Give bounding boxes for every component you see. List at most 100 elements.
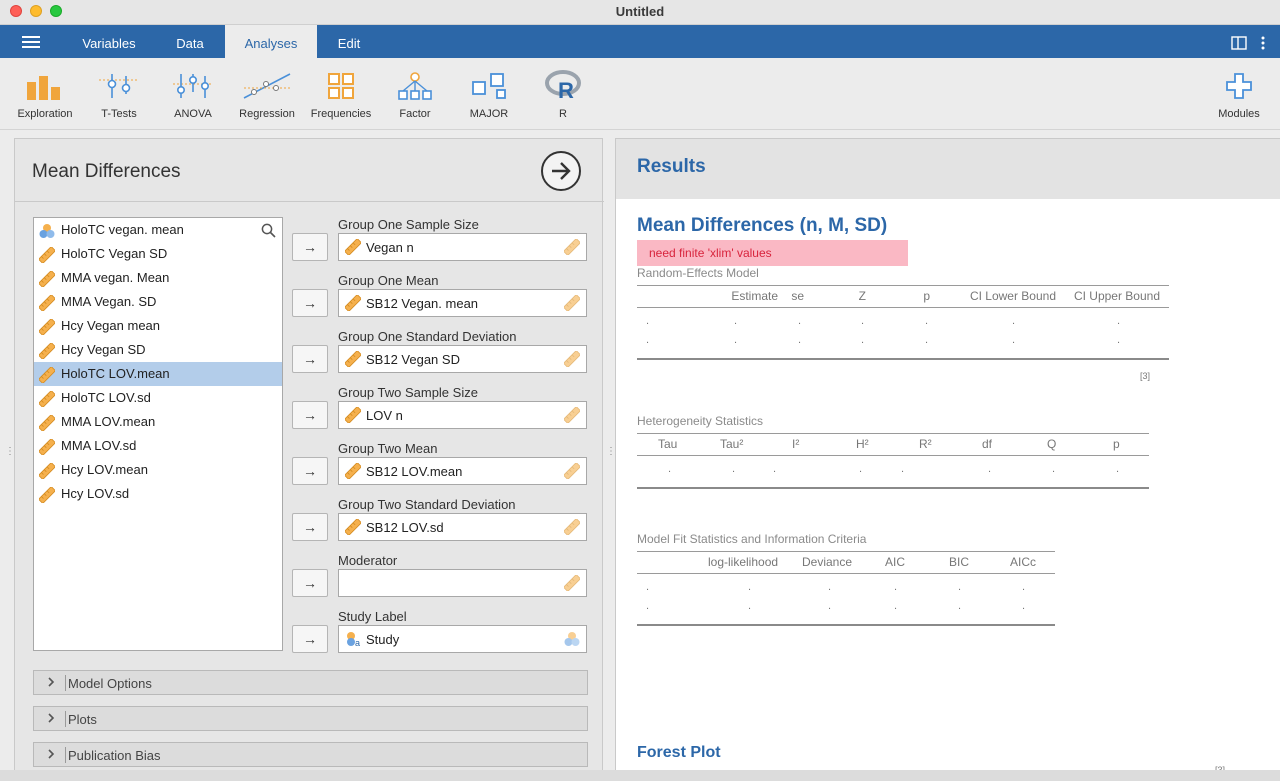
variable-slot[interactable] <box>338 569 587 597</box>
column-header: I² <box>792 437 800 451</box>
move-variable-arrow-button[interactable]: → <box>292 345 328 373</box>
ribbon-regression[interactable]: Regression <box>230 70 304 120</box>
move-variable-arrow-button[interactable]: → <box>292 401 328 429</box>
move-variable-arrow-button[interactable]: → <box>292 513 328 541</box>
permitted-type-icon <box>563 574 581 592</box>
table-cell: . <box>1117 334 1121 346</box>
go-to-results-button[interactable] <box>541 151 581 191</box>
table-cell: . <box>861 334 865 346</box>
variable-list-item[interactable]: MMA LOV.sd <box>34 434 282 458</box>
slot-label: Group One Standard Deviation <box>338 329 517 344</box>
table-title-random-effects: Random-Effects Model <box>637 266 759 280</box>
slot-label: Group Two Sample Size <box>338 385 478 400</box>
left-splitter-handle[interactable]: ⋮ <box>5 446 15 457</box>
ribbon-major[interactable]: MAJOR <box>452 70 526 120</box>
more-options-icon[interactable] <box>1261 36 1265 53</box>
hamburger-menu-icon[interactable] <box>22 36 40 49</box>
table-cell: . <box>773 463 777 475</box>
slot-value: SB12 Vegan SD <box>366 352 460 367</box>
slot-label: Moderator <box>338 553 398 568</box>
variable-name: Hcy Vegan SD <box>61 342 146 357</box>
variable-list[interactable]: HoloTC vegan. mean HoloTC Vegan SD MMA veg… <box>33 217 283 651</box>
column-header: Z <box>858 289 866 303</box>
column-header: Tau² <box>720 437 744 451</box>
column-header: AIC <box>885 555 906 569</box>
continuous-variable-icon <box>38 462 56 480</box>
ribbon-r[interactable]: R R <box>526 70 600 120</box>
svg-text:a: a <box>355 638 360 647</box>
variable-list-item[interactable]: HoloTC LOV.sd <box>34 386 282 410</box>
ribbon-exploration[interactable]: Exploration <box>8 70 82 120</box>
window-minimize-button[interactable] <box>30 5 42 17</box>
menu-bar: Variables Data Analyses Edit <box>0 25 1280 58</box>
table-cell: . <box>828 581 832 593</box>
table-cell: . <box>646 334 650 346</box>
layout-toggle-icon[interactable] <box>1231 36 1247 53</box>
window-close-button[interactable] <box>10 5 22 17</box>
tab-edit[interactable]: Edit <box>337 36 361 51</box>
variable-name: MMA LOV.sd <box>61 438 137 453</box>
continuous-variable-icon <box>344 406 362 424</box>
variable-name: HoloTC LOV.mean <box>61 366 170 381</box>
continuous-variable-icon <box>344 238 362 256</box>
table-cell: . <box>1022 600 1026 612</box>
move-variable-arrow-button[interactable]: → <box>292 457 328 485</box>
title-bar: Untitled <box>0 0 1280 25</box>
variable-slot[interactable]: SB12 Vegan. mean <box>338 289 587 317</box>
variable-list-item[interactable]: Hcy Vegan SD <box>34 338 282 362</box>
continuous-variable-icon <box>344 350 362 368</box>
section-model-options[interactable]: Model Options <box>33 670 588 695</box>
variable-name: Hcy LOV.sd <box>61 486 130 501</box>
table-cell: . <box>925 334 929 346</box>
tab-analyses[interactable]: Analyses <box>225 25 317 58</box>
variable-list-item[interactable]: MMA vegan. Mean <box>34 266 282 290</box>
variable-slot[interactable]: SB12 LOV.sd <box>338 513 587 541</box>
variable-slot[interactable]: Vegan n <box>338 233 587 261</box>
continuous-variable-icon <box>344 518 362 536</box>
ribbon-t-tests[interactable]: T-Tests <box>82 70 156 120</box>
center-splitter-handle[interactable]: ⋮ <box>606 446 616 457</box>
variable-list-item[interactable]: MMA Vegan. SD <box>34 290 282 314</box>
variable-name: MMA LOV.mean <box>61 414 156 429</box>
variable-list-item[interactable]: HoloTC Vegan SD <box>34 242 282 266</box>
tab-data[interactable]: Data <box>176 36 204 51</box>
ribbon-frequencies[interactable]: Frequencies <box>304 70 378 120</box>
analysis-options-panel: Mean Differences HoloTC vegan. mean HoloT… <box>14 138 604 778</box>
ribbon-factor[interactable]: Factor <box>378 70 452 120</box>
ribbon-modules[interactable]: Modules <box>1202 70 1276 120</box>
variable-list-item[interactable]: MMA LOV.mean <box>34 410 282 434</box>
r-logo-icon: R <box>526 70 600 100</box>
ribbon-anova[interactable]: ANOVA <box>156 70 230 120</box>
variable-list-item[interactable]: Hcy LOV.mean <box>34 458 282 482</box>
variable-slot[interactable]: LOV n <box>338 401 587 429</box>
variable-slot[interactable]: SB12 Vegan SD <box>338 345 587 373</box>
variable-list-item[interactable]: HoloTC vegan. mean <box>34 218 282 242</box>
section-plots[interactable]: Plots <box>33 706 588 731</box>
table-cell: . <box>958 600 962 612</box>
variable-list-item[interactable]: HoloTC LOV.mean <box>34 362 282 386</box>
search-icon[interactable] <box>261 223 276 241</box>
table-cell: . <box>748 581 752 593</box>
window-maximize-button[interactable] <box>50 5 62 17</box>
move-variable-arrow-button[interactable]: → <box>292 625 328 653</box>
move-variable-arrow-button[interactable]: → <box>292 289 328 317</box>
continuous-variable-icon <box>344 294 362 312</box>
variable-slot[interactable]: SB12 LOV.mean <box>338 457 587 485</box>
column-header: Q <box>1047 437 1057 451</box>
column-header: CI Lower Bound <box>969 289 1056 303</box>
variable-name: Hcy LOV.mean <box>61 462 148 477</box>
move-variable-arrow-button[interactable]: → <box>292 569 328 597</box>
column-header: R² <box>919 437 932 451</box>
section-publication-bias[interactable]: Publication Bias <box>33 742 588 767</box>
variable-list-item[interactable]: Hcy LOV.sd <box>34 482 282 506</box>
move-variable-arrow-button[interactable]: → <box>292 233 328 261</box>
permitted-type-icon <box>563 406 581 424</box>
analysis-title: Mean Differences (n, M, SD) <box>637 215 888 236</box>
table-cell: . <box>798 334 802 346</box>
slot-label: Group Two Mean <box>338 441 438 456</box>
table-cell: . <box>646 581 650 593</box>
variable-slot[interactable]: a Study <box>338 625 587 653</box>
variable-list-item[interactable]: Hcy Vegan mean <box>34 314 282 338</box>
tab-variables[interactable]: Variables <box>82 36 136 51</box>
permitted-type-icon <box>563 238 581 256</box>
